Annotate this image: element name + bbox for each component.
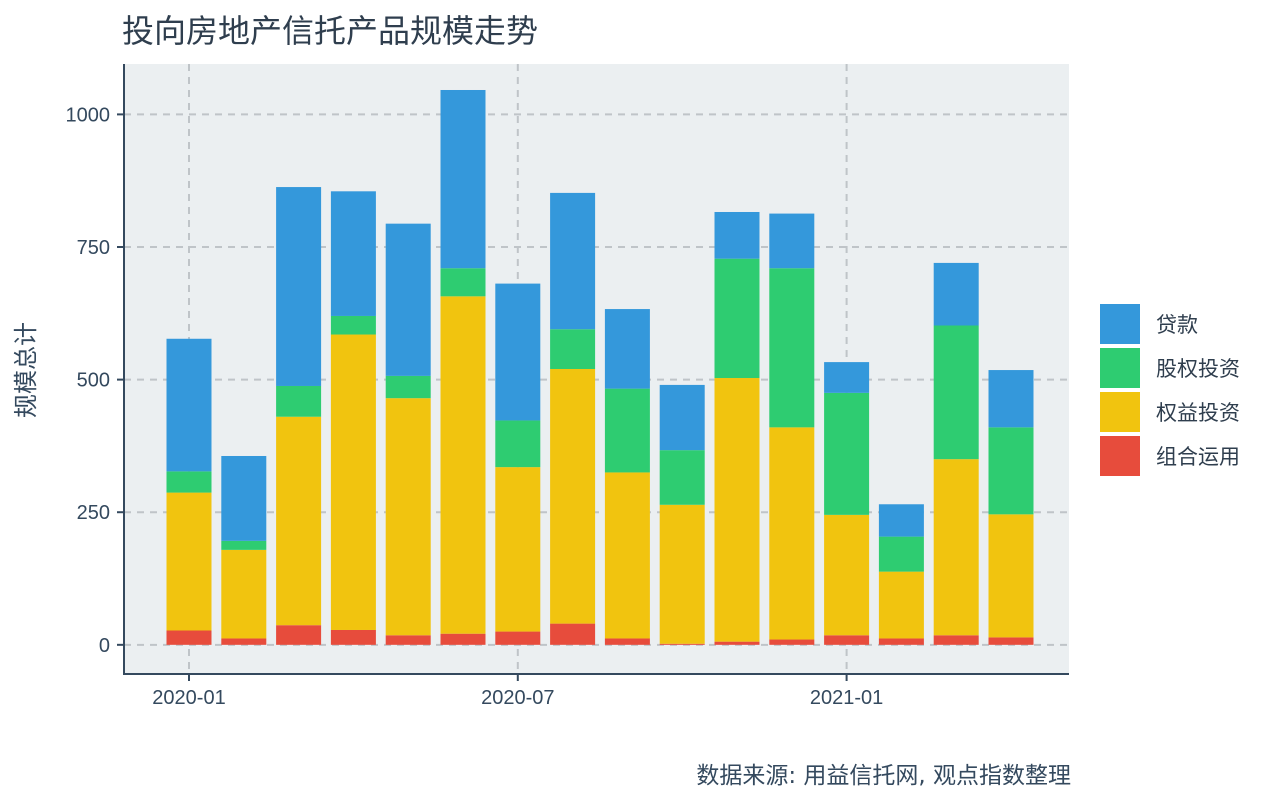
bar-segment bbox=[714, 641, 760, 645]
bar-segment bbox=[440, 89, 486, 269]
bar-segment bbox=[550, 192, 596, 330]
bar-segment bbox=[166, 471, 212, 493]
bar-segment bbox=[385, 375, 431, 399]
bar-segment bbox=[276, 187, 322, 386]
bar-segment bbox=[659, 504, 705, 644]
bar-segment bbox=[221, 638, 267, 645]
bar-segment bbox=[550, 329, 596, 369]
y-tick-label: 500 bbox=[77, 370, 110, 392]
bar-segment bbox=[495, 631, 541, 645]
bar-segment bbox=[988, 427, 1034, 515]
bar-segment bbox=[495, 467, 541, 632]
legend-label: 权益投资 bbox=[1156, 401, 1240, 425]
bar-segment bbox=[878, 571, 924, 639]
bar-segment bbox=[878, 638, 924, 645]
bar-segment bbox=[550, 623, 596, 645]
bar-segment bbox=[824, 392, 870, 515]
bar-segment bbox=[988, 514, 1034, 638]
bar-segment bbox=[495, 420, 541, 468]
x-tick-label: 2021-01 bbox=[810, 687, 883, 709]
bar-segment bbox=[166, 338, 212, 472]
bar-segment bbox=[221, 540, 267, 550]
bar-segment bbox=[604, 638, 650, 645]
bar-segment bbox=[933, 635, 979, 645]
bar-segment bbox=[933, 459, 979, 636]
legend-label: 组合运用 bbox=[1156, 445, 1240, 469]
y-axis-title: 规模总计 bbox=[12, 322, 40, 418]
bar-segment bbox=[221, 549, 267, 639]
legend-label: 贷款 bbox=[1156, 313, 1198, 337]
bar-segment bbox=[276, 385, 322, 417]
bar-segment bbox=[221, 455, 267, 541]
bar-segment bbox=[659, 450, 705, 505]
bar-segment bbox=[878, 536, 924, 572]
bar-segment bbox=[330, 334, 376, 630]
bar-segment bbox=[604, 309, 650, 389]
x-tick-label: 2020-07 bbox=[481, 687, 554, 709]
y-ticks: 0 250 500 750 1000 bbox=[66, 104, 124, 657]
y-tick-label: 750 bbox=[77, 237, 110, 259]
bar-segment bbox=[604, 388, 650, 473]
bar-segment bbox=[659, 643, 705, 645]
bar-segment bbox=[330, 191, 376, 316]
y-tick-label: 0 bbox=[99, 635, 110, 657]
bar-segment bbox=[824, 635, 870, 645]
y-tick-label: 250 bbox=[77, 502, 110, 524]
bar-segment bbox=[385, 398, 431, 636]
bar-segment bbox=[714, 378, 760, 642]
bar-segment bbox=[769, 213, 815, 269]
bar-segment bbox=[988, 370, 1034, 428]
bar-segment bbox=[933, 262, 979, 326]
bar-segment bbox=[276, 625, 322, 645]
legend-swatch bbox=[1100, 436, 1140, 476]
bar-segment bbox=[604, 472, 650, 639]
legend-label: 股权投资 bbox=[1156, 357, 1240, 381]
bar-segment bbox=[440, 296, 486, 634]
chart-title: 投向房地产信托产品规模走势 bbox=[122, 12, 539, 50]
bar-segment bbox=[824, 514, 870, 636]
bar-segment bbox=[933, 325, 979, 460]
x-ticks: 2020-01 2020-07 2021-01 bbox=[152, 674, 883, 709]
bar-segment bbox=[166, 630, 212, 645]
bar-segment bbox=[440, 268, 486, 297]
bar-segment bbox=[330, 315, 376, 335]
bar-segment bbox=[550, 369, 596, 624]
bar-segment bbox=[385, 223, 431, 376]
bar-segment bbox=[330, 629, 376, 645]
bar-segment bbox=[495, 283, 541, 421]
bar-segment bbox=[769, 427, 815, 640]
bar-segment bbox=[878, 504, 924, 537]
source-caption: 数据来源: 用益信托网, 观点指数整理 bbox=[696, 763, 1071, 789]
y-tick-label: 1000 bbox=[66, 104, 111, 126]
bar-segment bbox=[824, 362, 870, 393]
legend-swatch bbox=[1100, 304, 1140, 344]
bar-segment bbox=[769, 639, 815, 645]
axes bbox=[123, 64, 1069, 675]
legend-swatch bbox=[1100, 392, 1140, 432]
bar-segment bbox=[769, 268, 815, 428]
bar-segment bbox=[276, 416, 322, 626]
bar-segment bbox=[988, 637, 1034, 645]
bar-segment bbox=[166, 492, 212, 631]
bar-segment bbox=[714, 211, 760, 259]
bar-segment bbox=[714, 258, 760, 379]
bar-segment bbox=[385, 635, 431, 645]
x-tick-label: 2020-01 bbox=[152, 687, 225, 709]
bar-segment bbox=[659, 384, 705, 451]
bar-segment bbox=[440, 633, 486, 645]
legend-swatch bbox=[1100, 348, 1140, 388]
bars bbox=[166, 89, 1034, 645]
